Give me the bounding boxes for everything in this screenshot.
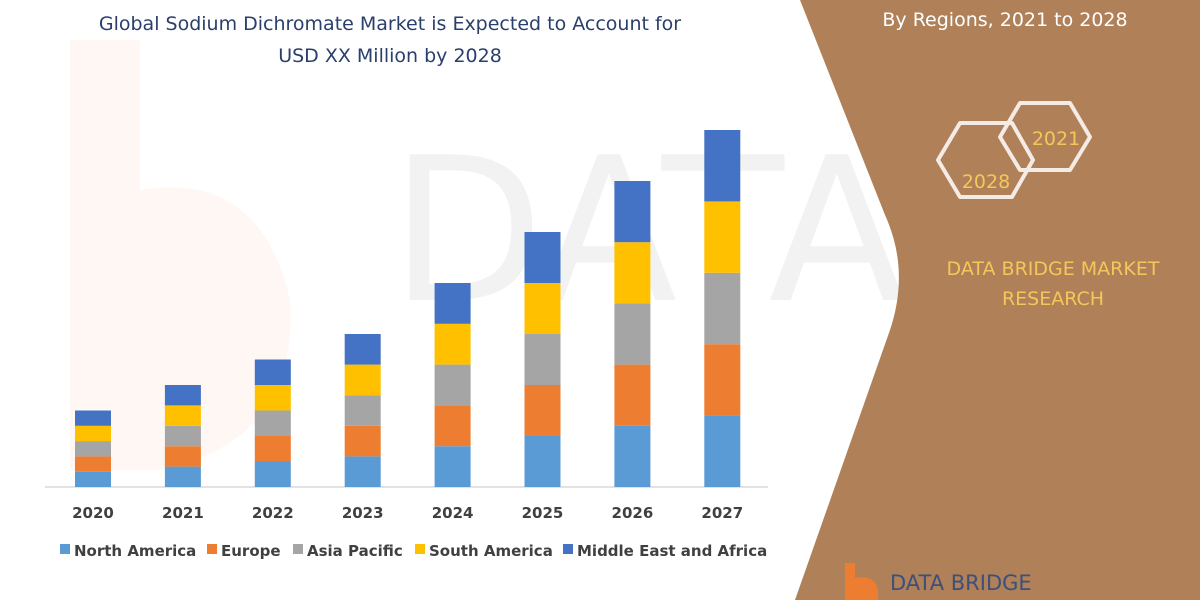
bar-segment-2021-asia-pacific: [164, 425, 201, 447]
bars: [75, 130, 741, 487]
bar-segment-2025-asia-pacific: [524, 334, 561, 385]
legend-item-asia-pacific: Asia Pacific: [293, 542, 403, 560]
x-tick-2027: 2027: [701, 504, 743, 522]
bar-segment-2023-north-america: [344, 456, 381, 487]
bar-segment-2027-north-america: [704, 415, 741, 487]
bar-segment-2025-north-america: [524, 436, 561, 487]
logo-mark-icon: [845, 563, 878, 600]
side-subtitle: By Regions, 2021 to 2028: [882, 9, 1127, 31]
hex-year-2021: 2021: [1032, 128, 1080, 150]
x-tick-2020: 2020: [72, 504, 114, 522]
brand-line1: DATA BRIDGE MARKET: [947, 258, 1160, 280]
legend-label: Middle East and Africa: [577, 542, 767, 560]
x-tick-2026: 2026: [612, 504, 654, 522]
x-tick-labels: 2020 2021 2022 2023 2024 2025 2026 2027: [72, 504, 743, 522]
bar-segment-2026-asia-pacific: [614, 303, 651, 365]
bar-segment-2023-europe: [344, 425, 381, 457]
x-tick-2022: 2022: [252, 504, 294, 522]
bar-segment-2026-europe: [614, 364, 651, 426]
bar-segment-2023-asia-pacific: [344, 395, 381, 426]
bar-segment-2020-south-america: [75, 425, 111, 442]
bar-segment-2021-middle-east-and-africa: [164, 385, 201, 406]
x-tick-2023: 2023: [342, 504, 384, 522]
legend-swatch: [415, 544, 425, 554]
bar-segment-2020-middle-east-and-africa: [75, 410, 111, 426]
x-tick-2024: 2024: [432, 504, 474, 522]
bar-segment-2021-north-america: [164, 466, 201, 487]
bar-segment-2027-middle-east-and-africa: [704, 130, 741, 202]
bar-segment-2020-asia-pacific: [75, 441, 111, 457]
legend-item-north-america: North America: [60, 542, 196, 560]
legend-label: South America: [429, 542, 553, 560]
x-tick-2025: 2025: [522, 504, 564, 522]
legend-item-south-america: South America: [415, 542, 553, 560]
legend-item-middle-east-and-africa: Middle East and Africa: [563, 542, 767, 560]
bar-segment-2020-europe: [75, 456, 111, 472]
bar-segment-2027-asia-pacific: [704, 272, 741, 345]
legend-item-europe: Europe: [207, 542, 281, 560]
bar-segment-2026-north-america: [614, 425, 651, 487]
bar-segment-2027-south-america: [704, 201, 741, 273]
bar-segment-2022-south-america: [254, 385, 291, 411]
bar-segment-2026-south-america: [614, 242, 651, 304]
bar-segment-2024-europe: [434, 405, 471, 447]
bar-segment-2025-south-america: [524, 283, 561, 334]
bar-segment-2022-asia-pacific: [254, 410, 291, 436]
legend-label: Asia Pacific: [307, 542, 403, 560]
legend-label: Europe: [221, 542, 281, 560]
bar-segment-2024-south-america: [434, 323, 471, 365]
bar-segment-2024-asia-pacific: [434, 364, 471, 406]
bar-segment-2026-middle-east-and-africa: [614, 181, 651, 243]
chart-title-line1: Global Sodium Dichromate Market is Expec…: [99, 13, 681, 35]
chart-title-line2: USD XX Million by 2028: [278, 45, 502, 67]
bar-segment-2025-europe: [524, 385, 561, 436]
bar-segment-2021-south-america: [164, 405, 201, 426]
legend: North America Europe Asia Pacific South Ame…: [60, 542, 767, 560]
legend-label: North America: [74, 542, 196, 560]
bar-segment-2023-south-america: [344, 364, 381, 396]
legend-swatch: [293, 544, 303, 554]
legend-swatch: [60, 544, 70, 554]
bar-segment-2027-europe: [704, 344, 741, 416]
hexagon-2028: 2028: [936, 121, 1035, 199]
bar-segment-2020-north-america: [75, 471, 111, 487]
brand-line2: RESEARCH: [1002, 288, 1104, 310]
bar-segment-2024-north-america: [434, 446, 471, 487]
bar-segment-2023-middle-east-and-africa: [344, 334, 381, 365]
x-tick-2021: 2021: [162, 504, 204, 522]
hex-year-2028: 2028: [962, 171, 1010, 193]
bar-segment-2024-middle-east-and-africa: [434, 283, 471, 324]
bar-segment-2021-europe: [164, 446, 201, 467]
legend-swatch: [207, 544, 217, 554]
logo-text: DATA BRIDGE: [890, 571, 1032, 595]
bar-segment-2022-north-america: [254, 461, 291, 487]
hexagon-2021: 2021: [998, 101, 1092, 172]
logo: DATA BRIDGE: [845, 563, 1032, 600]
bar-segment-2022-europe: [254, 436, 291, 462]
legend-swatch: [563, 544, 573, 554]
bar-segment-2022-middle-east-and-africa: [254, 359, 291, 385]
side-panel: [795, 0, 1200, 600]
bar-segment-2025-middle-east-and-africa: [524, 232, 561, 283]
